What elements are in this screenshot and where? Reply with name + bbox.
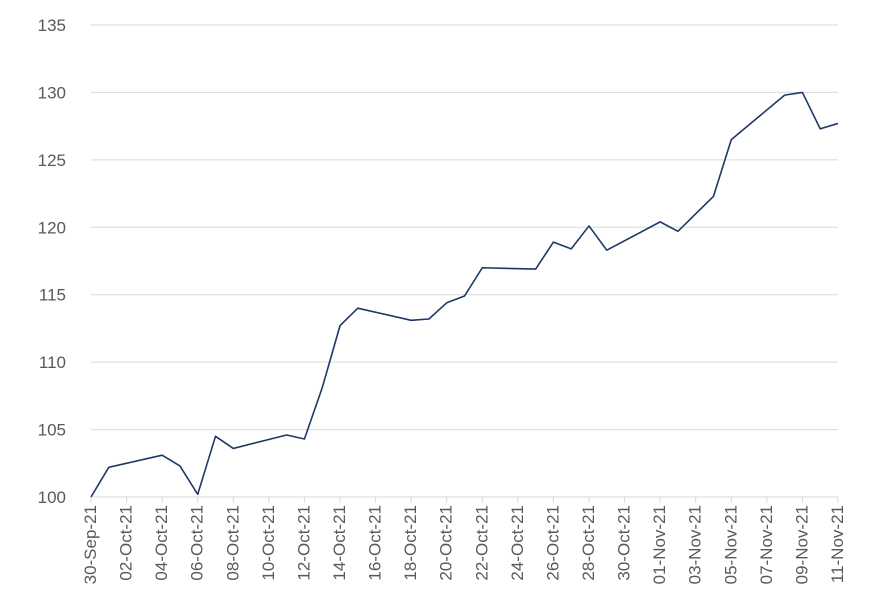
y-axis: 100 105 110 115 120 125 130 135 [38,16,66,507]
x-tick-label: 20-Oct-21 [437,505,456,581]
x-tick-label: 26-Oct-21 [543,505,562,581]
x-tick-label: 22-Oct-21 [472,505,491,581]
x-tick-label: 08-Oct-21 [223,505,242,581]
series-line [90,91,839,498]
x-tick-label: 12-Oct-21 [294,505,313,581]
gridlines [91,24,838,431]
x-tick-labels: 30-Sep-21 02-Oct-21 04-Oct-21 06-Oct-21 08-O… [81,505,847,584]
x-tick-label: 02-Oct-21 [117,505,136,581]
x-tick-label: 07-Nov-21 [757,505,776,584]
x-tick-label: 24-Oct-21 [508,505,527,581]
x-tick-label: 30-Oct-21 [615,505,634,581]
x-tick-label: 04-Oct-21 [152,505,171,581]
y-tick-label: 125 [38,151,66,170]
x-tick-label: 06-Oct-21 [188,505,207,581]
x-tick-label: 16-Oct-21 [366,505,385,581]
y-tick-label: 100 [38,488,66,507]
x-tick-label: 11-Nov-21 [828,505,847,583]
x-tick-label: 30-Sep-21 [81,505,100,584]
y-tick-label: 120 [38,218,66,237]
y-tick-label: 115 [39,286,66,305]
x-tick-label: 03-Nov-21 [686,505,705,584]
x-tick-label: 05-Nov-21 [721,505,740,584]
y-tick-label: 130 [38,83,66,102]
y-tick-label: 105 [38,421,66,440]
x-tick-label: 14-Oct-21 [330,505,349,581]
x-tick-label: 10-Oct-21 [259,505,278,581]
y-tick-label: 110 [39,353,66,372]
x-tick-label: 18-Oct-21 [401,505,420,581]
x-tick-label: 09-Nov-21 [792,505,811,584]
x-tick-label: 28-Oct-21 [579,505,598,581]
x-axis [90,496,839,503]
y-tick-label: 135 [38,16,66,35]
x-tick-label: 01-Nov-21 [650,505,669,584]
series-layer [90,91,839,498]
